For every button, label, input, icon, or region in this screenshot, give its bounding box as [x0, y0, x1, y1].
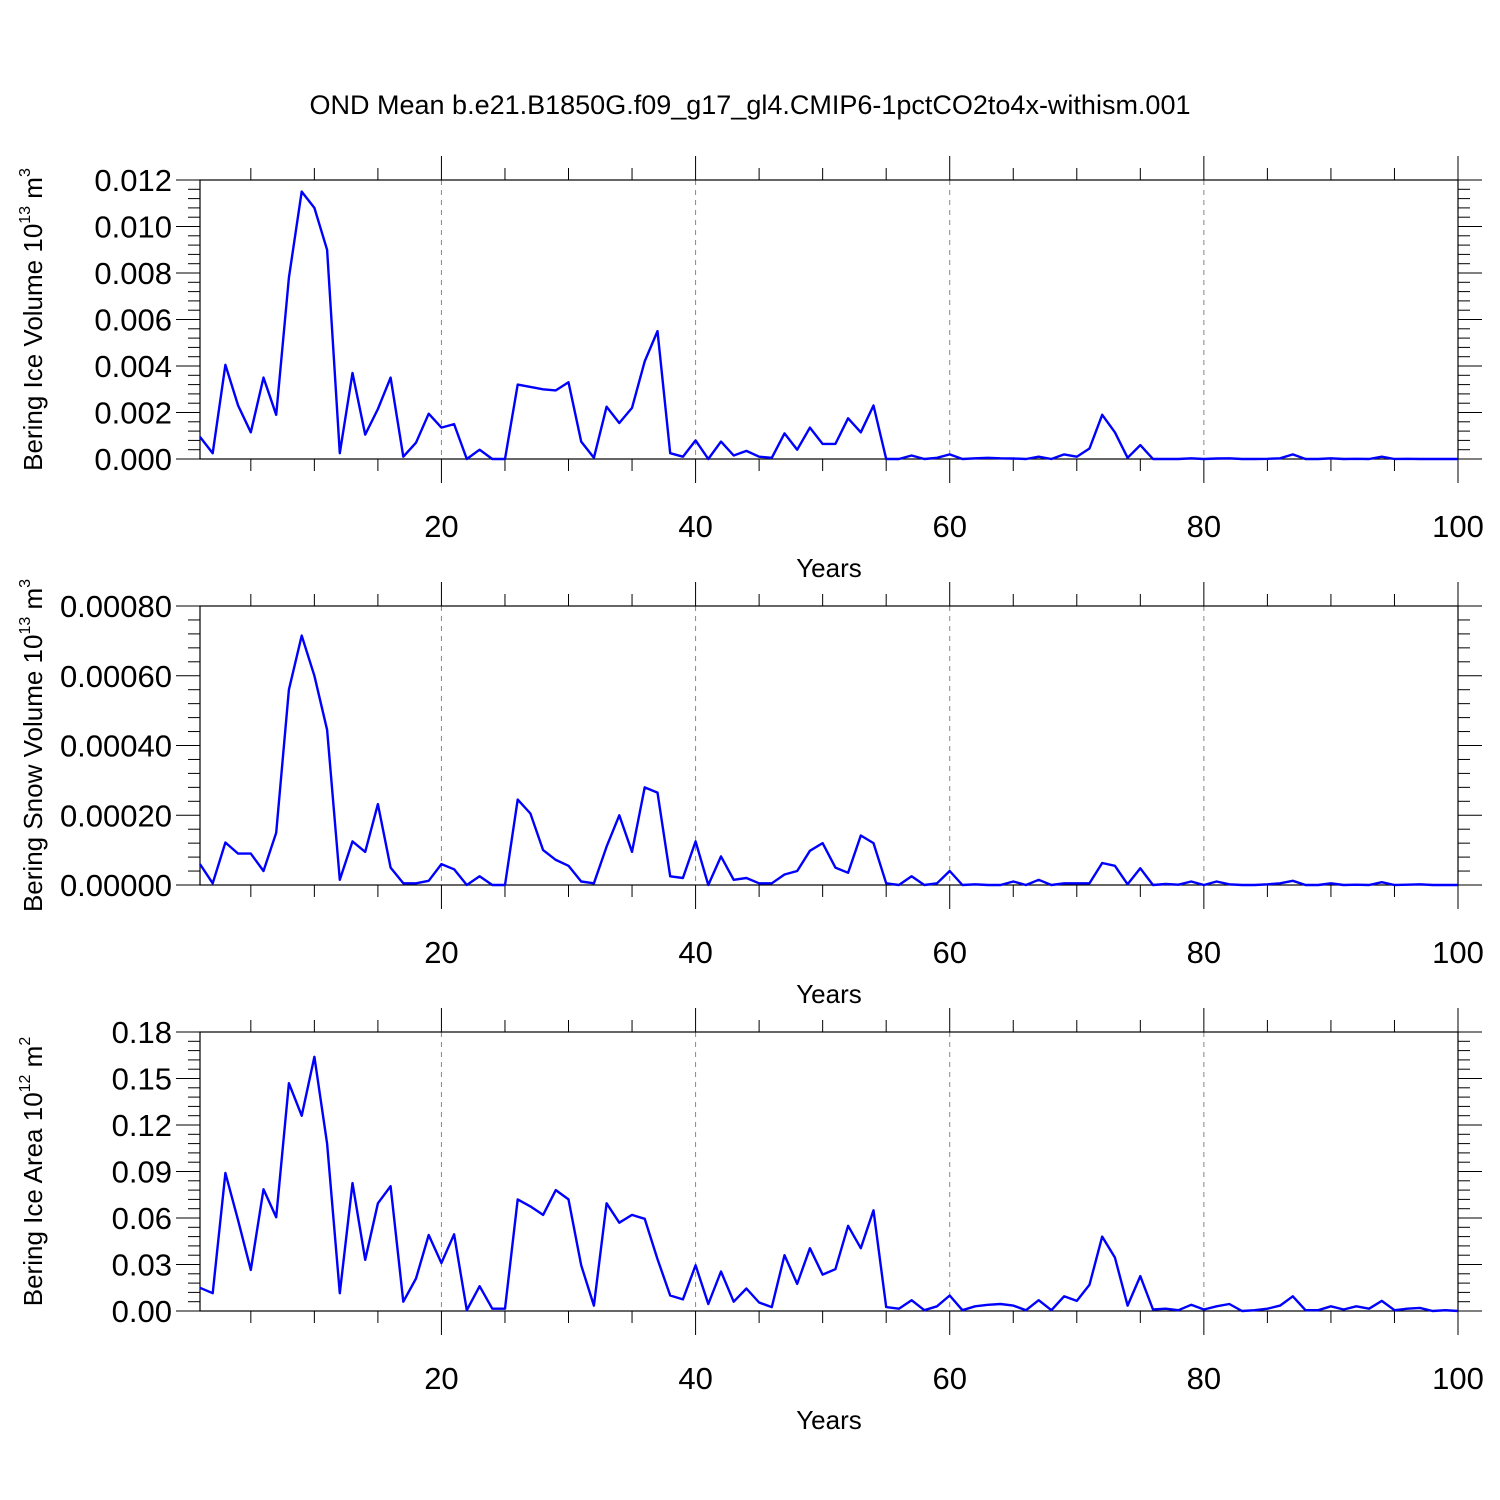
y-tick-label: 0.008	[94, 256, 172, 291]
y-axis-label-text: Bering Snow Volume 10	[18, 635, 48, 913]
y-axis-label-unit: m	[18, 588, 48, 617]
x-tick-label: 100	[1432, 509, 1484, 544]
x-tick-label: 60	[932, 1361, 966, 1396]
series-line	[199, 190, 1458, 461]
series-line	[198, 634, 1458, 887]
panel-2: 0.00000 0.00020 0.00040 0.00060 0.00080 20 40 6…	[17, 579, 1484, 1009]
x-tick-label: 60	[932, 509, 966, 544]
panel-3: 0.00 0.03 0.06 0.09 0.12 0.15 0.18 20 40 60 80 100 Y…	[17, 1008, 1484, 1435]
y-tick-label: 0.010	[94, 210, 172, 245]
y-axis-label-unit: m	[18, 1046, 48, 1075]
y-tick-label: 0.00	[112, 1294, 172, 1329]
series-line	[199, 1055, 1459, 1313]
y-tick-label: 0.12	[112, 1108, 172, 1143]
y-axis-label-exponent: 12	[17, 1074, 34, 1092]
y-axis-label-unit-exponent: 3	[17, 168, 34, 177]
y-tick-label: 0.18	[112, 1015, 172, 1050]
y-tick-label: 0.00060	[60, 659, 172, 694]
x-tick-label: 60	[932, 935, 966, 970]
x-tick-label: 100	[1432, 1361, 1484, 1396]
y-tick-label: 0.002	[94, 396, 172, 431]
y-tick-label: 0.00000	[60, 868, 172, 903]
y-tick-label: 0.004	[94, 349, 172, 384]
x-tick-label: 20	[424, 1361, 458, 1396]
y-tick-label: 0.00080	[60, 589, 172, 624]
panel-1: 0.000 0.002 0.004 0.006 0.008 0.010 0.012 20 40 6…	[17, 156, 1484, 583]
y-axis-label-unit-exponent: 3	[17, 579, 34, 588]
y-axis-label-exponent: 13	[17, 206, 34, 224]
x-tick-label: 80	[1187, 935, 1221, 970]
y-tick-label: 0.15	[112, 1062, 172, 1097]
y-tick-label: 0.000	[94, 442, 172, 477]
y-tick-label: 0.00040	[60, 729, 172, 764]
y-axis-label: Bering Ice Area 1012 m2	[17, 1037, 48, 1307]
y-axis-label-unit: m	[18, 177, 48, 206]
x-axis-label: Years	[796, 1405, 862, 1435]
y-axis-label-text: Bering Ice Volume 10	[18, 224, 48, 471]
x-tick-label: 80	[1187, 509, 1221, 544]
y-axis-label-exponent: 13	[17, 617, 34, 635]
x-tick-label: 20	[424, 509, 458, 544]
x-tick-label: 40	[678, 509, 712, 544]
y-tick-label: 0.00020	[60, 798, 172, 833]
x-axis-label: Years	[796, 553, 862, 583]
plot-frame	[199, 1031, 1459, 1312]
y-tick-label: 0.09	[112, 1155, 172, 1190]
y-tick-label: 0.006	[94, 303, 172, 338]
y-axis-label-unit-exponent: 2	[17, 1037, 34, 1046]
plot-frame	[199, 179, 1459, 460]
figure-title: OND Mean b.e21.B1850G.f09_g17_gl4.CMIP6-…	[310, 90, 1191, 120]
y-axis-label: Bering Snow Volume 1013 m3	[17, 579, 48, 912]
x-tick-label: 40	[678, 1361, 712, 1396]
x-tick-label: 80	[1187, 1361, 1221, 1396]
y-tick-label: 0.06	[112, 1201, 172, 1236]
y-axis-label: Bering Ice Volume 1013 m3	[17, 168, 48, 471]
x-tick-label: 40	[678, 935, 712, 970]
x-axis-label: Years	[796, 979, 862, 1009]
plot-frame	[199, 605, 1459, 886]
y-tick-label: 0.012	[94, 163, 172, 198]
y-tick-label: 0.03	[112, 1248, 172, 1283]
y-axis-label-text: Bering Ice Area 10	[18, 1092, 48, 1306]
x-tick-label: 100	[1432, 935, 1484, 970]
x-tick-label: 20	[424, 935, 458, 970]
